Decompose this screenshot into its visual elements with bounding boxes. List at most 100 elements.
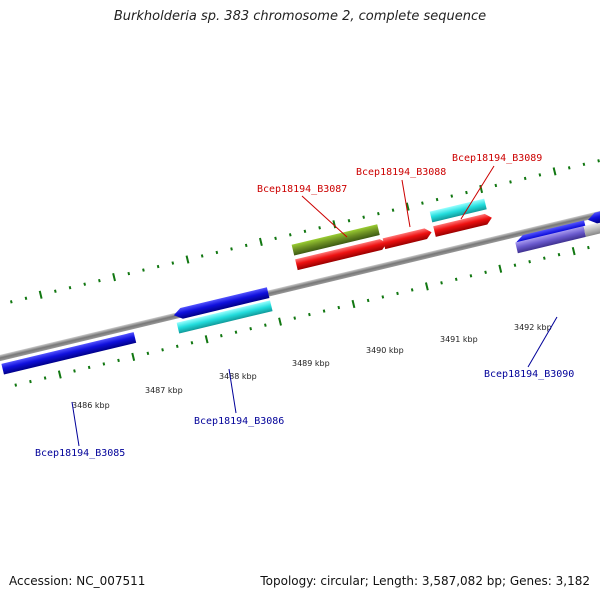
callout-line: [527, 316, 558, 368]
scale-tick: [24, 296, 28, 300]
scale-tick: [215, 250, 219, 255]
scale-tick: [528, 260, 531, 264]
upper-tick-row: [9, 159, 600, 304]
scale-tick: [38, 290, 43, 299]
gene-feature[interactable]: [291, 224, 380, 256]
gene-feature[interactable]: [515, 226, 586, 254]
scale-tick: [146, 351, 150, 356]
lower-tick-row: [14, 245, 590, 387]
gene-label-reverse[interactable]: Bcep18194_B3085: [35, 448, 125, 459]
scale-tick: [278, 317, 282, 326]
scale-tick: [131, 352, 136, 361]
scale-tick: [87, 365, 91, 370]
scale-tick: [381, 295, 385, 299]
scale-tick: [171, 261, 175, 265]
scale-tick: [249, 326, 253, 331]
scale-tick: [112, 273, 116, 282]
scale-tick: [258, 237, 263, 247]
scale-tick: [366, 298, 370, 303]
backbone: [0, 201, 600, 366]
scale-tick: [567, 166, 571, 170]
summary-label: Topology: circular; Length: 3,587,082 bp…: [260, 574, 590, 588]
kbp-label: 3491 kbp: [440, 335, 478, 344]
gene-label-reverse[interactable]: Bcep18194_B3090: [484, 369, 574, 380]
scale-tick: [479, 184, 484, 194]
scale-tick: [405, 202, 410, 211]
scale-tick: [440, 281, 443, 285]
scale-tick: [377, 211, 380, 216]
scale-tick: [582, 162, 586, 167]
scale-tick: [83, 282, 87, 286]
scale-tick: [469, 274, 473, 278]
scale-tick: [509, 180, 512, 184]
scale-tick: [391, 208, 395, 212]
kbp-label: 3490 kbp: [366, 346, 404, 355]
scale-tick: [494, 183, 498, 188]
scale-tick: [161, 348, 164, 352]
callout-line: [228, 368, 237, 414]
gene-feature[interactable]: [433, 212, 493, 237]
scale-tick: [127, 271, 131, 276]
scale-tick: [597, 159, 600, 163]
scale-tick: [410, 288, 414, 292]
kbp-label: 3488 kbp: [219, 372, 257, 381]
gene-label-forward[interactable]: Bcep18194_B3089: [452, 153, 542, 164]
scale-tick: [234, 330, 238, 334]
gene-feature[interactable]: [295, 238, 388, 271]
gene-label-reverse[interactable]: Bcep18194_B3086: [194, 416, 284, 427]
scale-tick: [293, 316, 297, 320]
scale-tick: [587, 245, 590, 250]
scale-tick: [288, 233, 292, 237]
gene-feature[interactable]: [1, 332, 137, 375]
scale-tick: [142, 268, 145, 272]
scale-tick: [190, 341, 194, 345]
scale-tick: [543, 256, 546, 260]
kbp-label: 3492 kbp: [514, 323, 552, 332]
scale-tick: [9, 300, 13, 304]
kbp-label: 3487 kbp: [145, 386, 183, 395]
scale-tick: [54, 289, 57, 293]
scale-tick: [513, 263, 517, 267]
scale-tick: [484, 270, 487, 274]
scale-tick: [204, 335, 209, 344]
callout-line: [301, 195, 348, 238]
kbp-label: 3486 kbp: [72, 401, 110, 410]
scale-tick: [43, 376, 47, 380]
scale-tick: [347, 219, 351, 223]
scale-tick: [264, 323, 267, 327]
gene-label-forward[interactable]: Bcep18194_B3087: [257, 184, 347, 195]
scale-tick: [557, 252, 561, 257]
scale-tick: [175, 344, 179, 348]
gene-label-forward[interactable]: Bcep18194_B3088: [356, 167, 446, 178]
gene-feature[interactable]: [382, 227, 433, 250]
scale-tick: [102, 362, 106, 366]
scale-tick: [421, 201, 424, 205]
scale-tick: [185, 255, 190, 264]
scale-tick: [14, 383, 18, 387]
scale-tick: [396, 291, 399, 296]
scale-tick: [200, 254, 204, 258]
scale-tick: [219, 334, 223, 338]
kbp-label: 3489 kbp: [292, 359, 330, 368]
scale-tick: [117, 358, 120, 363]
gene-feature[interactable]: [583, 216, 600, 237]
scale-tick: [73, 369, 76, 373]
scale-tick: [156, 264, 160, 269]
scale-tick: [98, 278, 101, 283]
scale-tick: [244, 243, 248, 248]
callout-line: [460, 165, 495, 220]
scale-tick: [424, 282, 429, 291]
scale-tick: [230, 247, 233, 251]
scale-tick: [498, 264, 503, 273]
scale-tick: [571, 246, 576, 256]
scale-tick: [435, 197, 439, 202]
gene-feature[interactable]: [176, 300, 273, 334]
gene-feature[interactable]: [429, 198, 487, 223]
scale-tick: [303, 229, 307, 234]
scale-tick: [318, 226, 321, 230]
gene-feature[interactable]: [173, 287, 270, 320]
scale-tick: [351, 299, 356, 309]
scale-tick: [308, 312, 311, 317]
map-title: Burkholderia sp. 383 chromosome 2, compl…: [113, 9, 487, 24]
